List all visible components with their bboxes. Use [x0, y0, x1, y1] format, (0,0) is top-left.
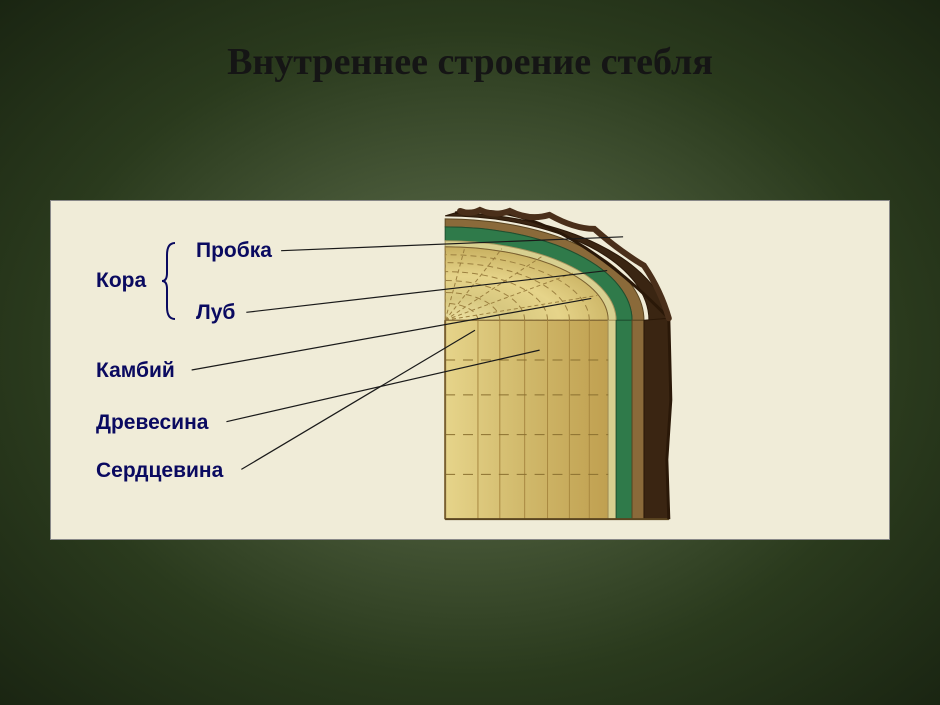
page-title: Внутреннее строение стебля: [0, 0, 940, 84]
label-probka: Пробка: [196, 239, 272, 263]
label-kambiy: Камбий: [96, 359, 175, 383]
label-drevesina: Древесина: [96, 411, 208, 435]
label-kora: Кора: [96, 269, 146, 293]
label-layer: Кора Пробка Луб Камбий Древесина Сердцев…: [51, 201, 889, 539]
diagram-panel: Кора Пробка Луб Камбий Древесина Сердцев…: [50, 200, 890, 540]
label-serdcevina: Сердцевина: [96, 459, 223, 483]
label-lub: Луб: [196, 301, 235, 325]
